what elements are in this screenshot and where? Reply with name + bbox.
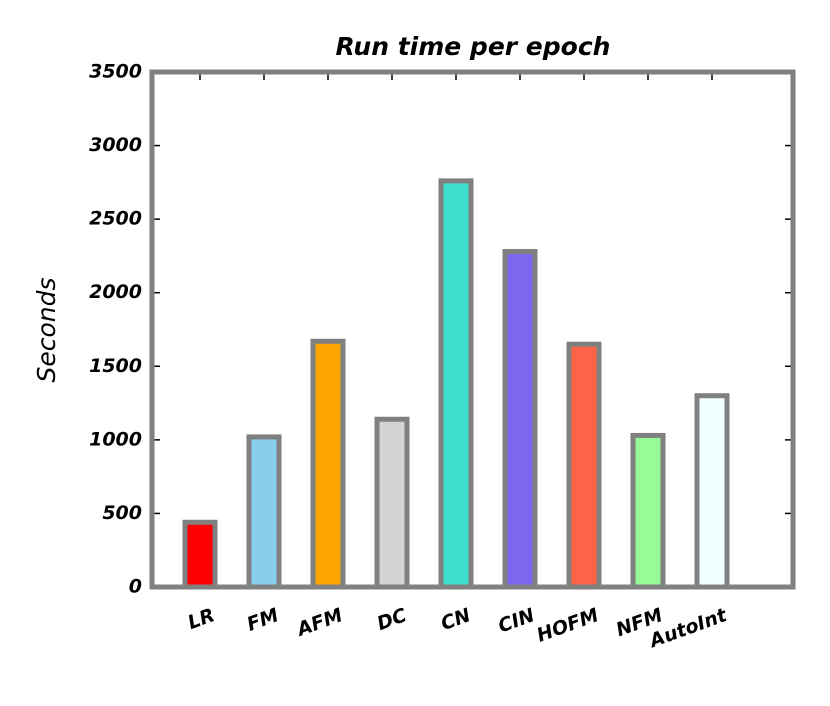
x-tick-label: FM (244, 604, 282, 636)
bar (438, 178, 474, 590)
bar (630, 432, 666, 590)
y-tick-label: 1000 (89, 428, 142, 450)
bar (566, 341, 602, 590)
x-tick-label: AFM (292, 604, 345, 641)
x-tick-label: CN (438, 604, 474, 635)
bar (502, 249, 538, 590)
x-tick-label: HOFM (534, 604, 602, 647)
y-tick-label: 1500 (89, 355, 142, 377)
y-tick-label: 2500 (89, 208, 142, 230)
x-tick-label: DC (374, 604, 410, 635)
y-tick-label: 500 (102, 502, 142, 524)
axes-frame (149, 69, 796, 590)
bar (182, 519, 218, 590)
bar (310, 338, 346, 590)
y-axis-label: Seconds (32, 277, 61, 382)
y-tick-label: 0 (129, 576, 142, 598)
bar (694, 393, 730, 590)
x-tick-label: CIN (495, 604, 537, 637)
y-tick-label: 2000 (89, 281, 142, 303)
x-tick-label: LR (185, 604, 218, 634)
bar (246, 434, 282, 590)
y-tick-label: 3000 (89, 134, 142, 156)
y-tick-label: 3500 (89, 61, 142, 83)
bar (374, 416, 410, 590)
chart-title: Run time per epoch (336, 32, 611, 61)
